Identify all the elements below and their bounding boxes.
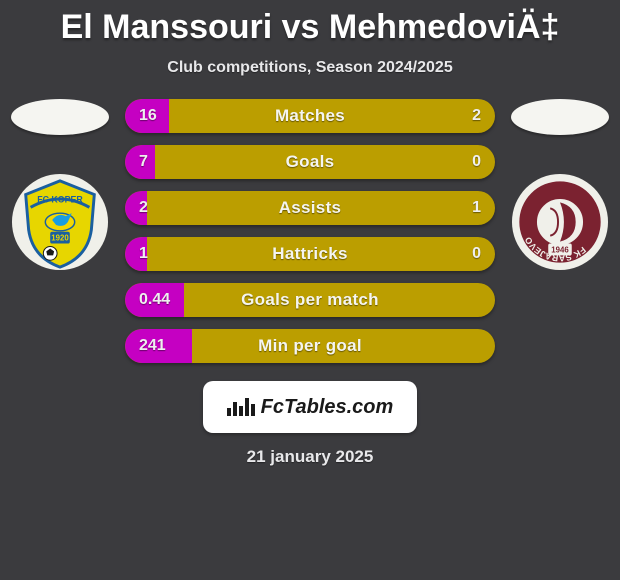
player-left-column: FC KOPER 1920 (0, 99, 120, 271)
brand-bar-segment (239, 406, 243, 416)
stat-value-right: 0 (472, 245, 481, 263)
date-stamp: 21 january 2025 (247, 447, 374, 467)
stat-label: Min per goal (258, 336, 362, 356)
stat-value-right: 2 (472, 107, 481, 125)
brand-bar-segment (245, 398, 249, 416)
brand-bar-segment (227, 408, 231, 416)
stat-bars: 16 2 Matches 7 0 Goals 2 1 Assists 1 0 Hattricks 0.4… (125, 99, 495, 363)
stat-value-left: 241 (139, 337, 166, 355)
stat-value-left: 7 (139, 153, 148, 171)
stat-label: Matches (275, 106, 345, 126)
club-left-year: 1920 (51, 234, 69, 243)
stat-label: Assists (279, 198, 342, 218)
player-left-avatar-placeholder (11, 99, 109, 135)
player-right-avatar-placeholder (511, 99, 609, 135)
stat-value-left: 2 (139, 199, 148, 217)
brand-bar-segment (233, 402, 237, 416)
brand-pill: FcTables.com (203, 381, 417, 433)
stat-value-left: 1 (139, 245, 148, 263)
comparison-arena: FC KOPER 1920 FK SARAJEVO 1946 162M (0, 99, 620, 363)
club-badge-left: FC KOPER 1920 (11, 173, 109, 271)
page-subtitle: Club competitions, Season 2024/2025 (167, 59, 452, 77)
brand-bar-segment (251, 404, 255, 416)
stat-value-left: 0.44 (139, 291, 170, 309)
stat-bar: 1 0 Hattricks (125, 237, 495, 271)
stat-bar: 7 0 Goals (125, 145, 495, 179)
stat-label: Goals (286, 152, 335, 172)
stat-value-right: 0 (472, 153, 481, 171)
stat-bar: 16 2 Matches (125, 99, 495, 133)
club-badge-right: FK SARAJEVO 1946 (511, 173, 609, 271)
club-left-name: FC KOPER (37, 194, 83, 204)
stat-label: Goals per match (241, 290, 379, 310)
stat-bar: 0.44 Goals per match (125, 283, 495, 317)
brand-bars-icon (227, 398, 255, 416)
player-right-column: FK SARAJEVO 1946 (500, 99, 620, 271)
page-title: El Manssouri vs MehmedoviÄ‡ (61, 8, 560, 47)
stat-value-right: 1 (472, 199, 481, 217)
stat-bar: 241 Min per goal (125, 329, 495, 363)
stat-label: Hattricks (272, 244, 347, 264)
brand-text: FcTables.com (261, 396, 394, 419)
club-right-year: 1946 (551, 245, 569, 254)
stat-bar: 2 1 Assists (125, 191, 495, 225)
stat-value-left: 16 (139, 107, 157, 125)
